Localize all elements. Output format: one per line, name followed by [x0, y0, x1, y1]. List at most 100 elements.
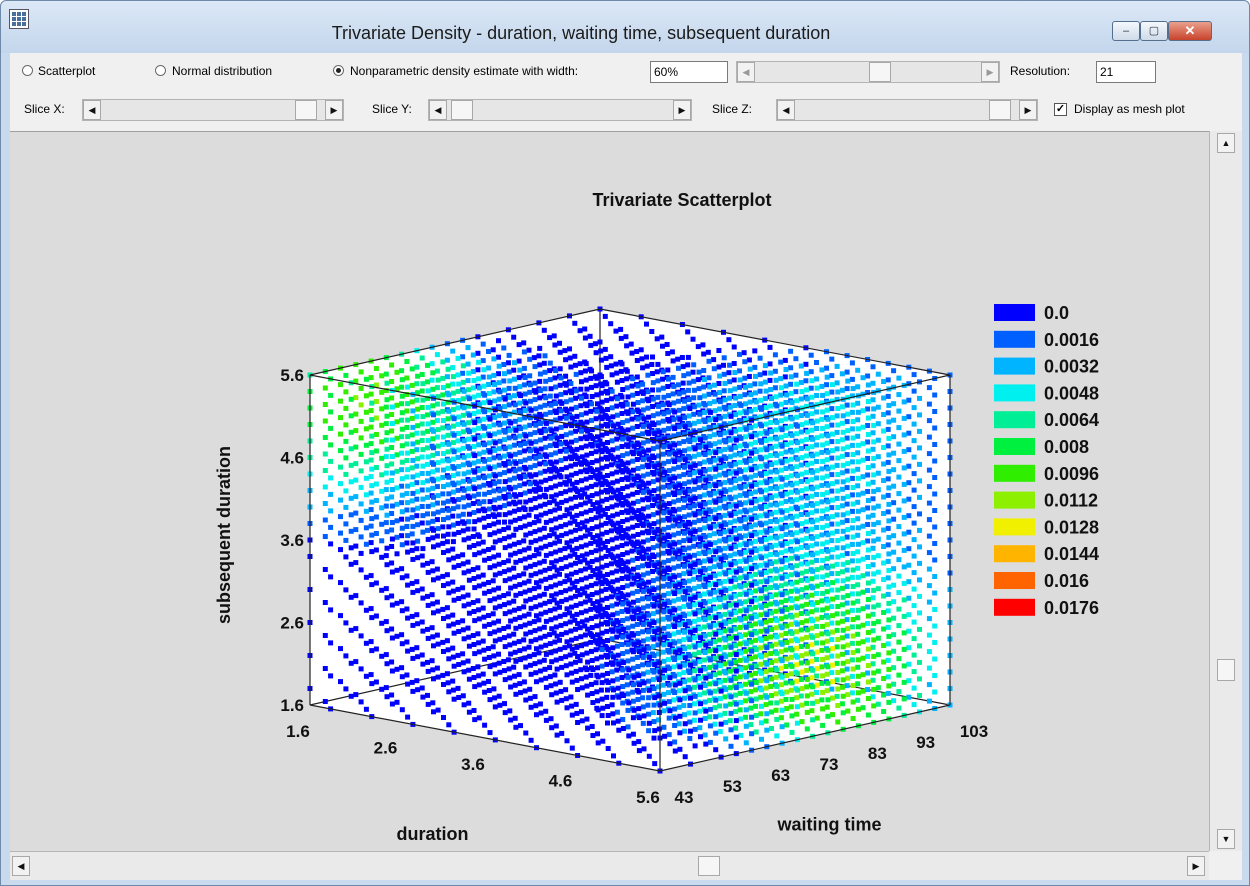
density-point: [737, 657, 743, 663]
density-point: [738, 468, 744, 474]
maximize-button[interactable]: ▢: [1140, 21, 1168, 41]
density-point: [578, 634, 584, 640]
density-point: [634, 349, 640, 354]
scatterplot-radio[interactable]: [22, 65, 33, 76]
slice-z-slider[interactable]: ◀ ▶: [776, 99, 1038, 121]
density-point: [624, 451, 630, 457]
density-point: [533, 389, 539, 395]
slice-z-right-arrow[interactable]: ▶: [1019, 100, 1037, 120]
title-bar[interactable]: Trivariate Density - duration, waiting t…: [1, 1, 1249, 53]
density-point: [686, 545, 692, 551]
density-point: [475, 631, 481, 637]
density-point: [399, 483, 405, 489]
width-slider-right-arrow[interactable]: ▶: [981, 62, 999, 82]
density-point: [598, 390, 604, 396]
density-point: [774, 601, 780, 607]
density-point: [820, 475, 826, 481]
density-point: [809, 559, 815, 565]
density-point: [835, 554, 841, 560]
density-point: [486, 556, 492, 561]
density-point: [476, 640, 482, 646]
density-point: [671, 664, 677, 670]
density-point: [885, 492, 891, 498]
density-point: [609, 669, 615, 675]
normal-distribution-radio[interactable]: [155, 65, 166, 76]
density-point: [743, 483, 748, 489]
density-point: [717, 597, 723, 603]
mesh-plot-checkbox[interactable]: ✓: [1054, 103, 1067, 116]
density-point: [440, 606, 446, 612]
back-edge: [309, 638, 601, 706]
density-point: [625, 575, 631, 581]
slice-x-left-arrow[interactable]: ◀: [83, 100, 101, 120]
density-point: [789, 713, 795, 719]
slice-y-left-arrow[interactable]: ◀: [429, 100, 447, 120]
width-slider-left-arrow[interactable]: ◀: [737, 62, 755, 82]
density-point: [885, 591, 891, 597]
density-point: [727, 685, 733, 691]
density-point: [512, 517, 518, 523]
slice-z-thumb[interactable]: [989, 100, 1011, 120]
width-slider[interactable]: ◀ ▶: [736, 61, 1000, 83]
slice-z-left-arrow[interactable]: ◀: [777, 100, 795, 120]
slice-x-right-arrow[interactable]: ▶: [325, 100, 343, 120]
density-point: [456, 662, 462, 667]
density-point: [759, 423, 764, 429]
density-point: [789, 564, 795, 570]
density-point: [701, 393, 707, 399]
density-point: [475, 598, 481, 604]
density-point: [804, 495, 810, 501]
density-point: [749, 698, 755, 704]
density-point: [625, 658, 631, 664]
slice-y-right-arrow[interactable]: ▶: [673, 100, 691, 120]
density-point: [687, 505, 693, 510]
density-point: [804, 634, 810, 640]
width-slider-thumb[interactable]: [869, 62, 891, 82]
density-point: [425, 560, 430, 566]
density-point: [353, 477, 359, 483]
density-point: [738, 699, 744, 705]
density-point: [814, 534, 820, 540]
density-point: [748, 689, 754, 695]
density-point: [727, 503, 733, 509]
density-point: [409, 498, 415, 504]
density-point: [502, 420, 507, 426]
resolution-input[interactable]: 21: [1096, 61, 1156, 83]
density-point: [820, 541, 826, 547]
density-point: [875, 536, 881, 542]
nonparametric-radio[interactable]: [333, 65, 344, 76]
density-point: [547, 509, 553, 515]
density-point: [743, 723, 749, 729]
density-point: [707, 541, 713, 547]
minimize-button[interactable]: –: [1112, 21, 1140, 41]
density-point: [593, 482, 599, 488]
density-point: [455, 652, 461, 658]
slice-y-thumb[interactable]: [451, 100, 473, 120]
density-point: [567, 355, 573, 361]
density-point: [584, 683, 590, 689]
density-point: [338, 613, 343, 619]
density-point: [707, 723, 713, 729]
density-point: [542, 567, 548, 573]
density-point: [849, 673, 855, 679]
density-point: [749, 599, 755, 605]
density-point: [691, 453, 697, 459]
density-point: [891, 417, 897, 423]
density-point: [762, 396, 768, 402]
density-point: [845, 576, 851, 582]
slice-y-slider[interactable]: ◀ ▶: [428, 99, 692, 121]
density-point: [839, 420, 845, 426]
width-input[interactable]: 60%: [650, 61, 728, 83]
slice-x-thumb[interactable]: [295, 100, 317, 120]
density-point: [753, 399, 759, 405]
density-point: [383, 388, 389, 394]
density-point: [870, 595, 876, 601]
slice-x-slider[interactable]: ◀ ▶: [82, 99, 344, 121]
slice-z-label: Slice Z:: [712, 102, 753, 116]
close-button[interactable]: ✕: [1168, 21, 1212, 41]
density-point: [373, 514, 379, 520]
density-point: [692, 660, 698, 666]
app-grid-icon[interactable]: [9, 9, 29, 29]
density-point: [620, 618, 626, 623]
density-point: [732, 551, 738, 557]
